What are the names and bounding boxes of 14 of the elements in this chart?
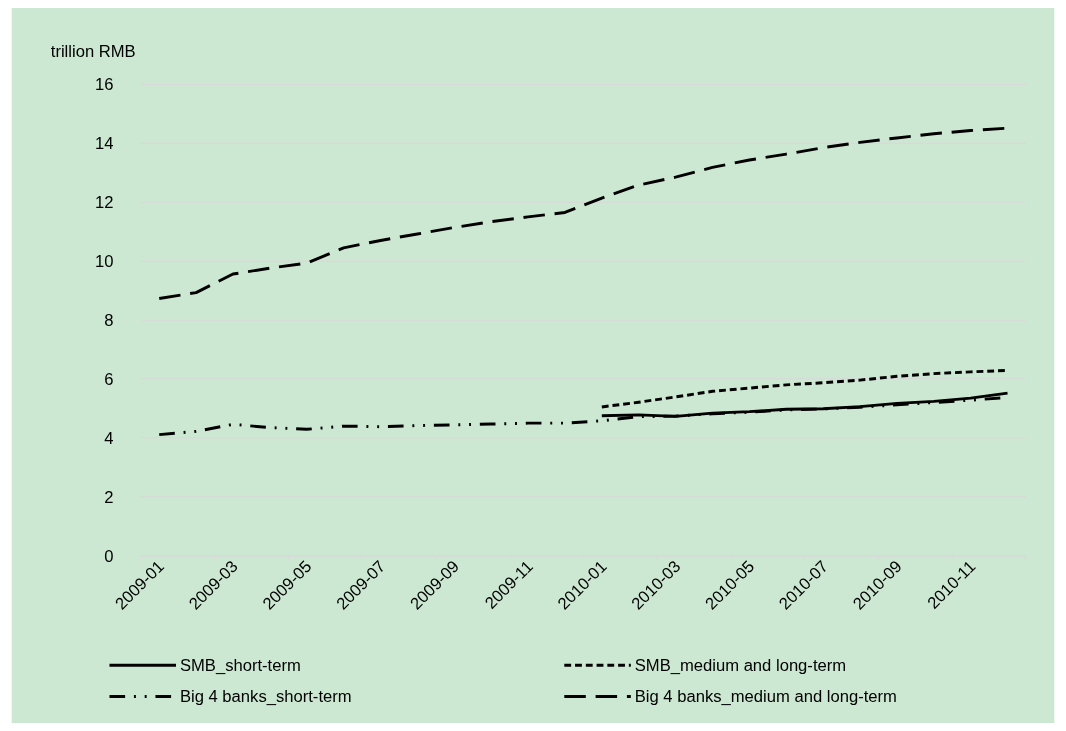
y-tick-label: 14 — [94, 134, 114, 154]
y-tick-label: 8 — [104, 310, 114, 330]
legend-label: Big 4 banks_short-term — [179, 687, 352, 707]
y-tick-label: 16 — [94, 75, 114, 95]
legend-label: Big 4 banks_medium and long-term — [634, 687, 897, 707]
y-tick-label: 0 — [104, 546, 114, 566]
y-tick-label: 2 — [104, 487, 114, 507]
legend-label: SMB_medium and long-term — [634, 656, 847, 676]
legend-label: SMB_short-term — [179, 656, 301, 676]
y-axis-title: trillion RMB — [50, 41, 136, 61]
y-tick-label: 10 — [94, 251, 114, 271]
y-tick-label: 6 — [104, 369, 114, 389]
y-tick-label: 12 — [94, 192, 114, 212]
y-tick-label: 4 — [104, 428, 114, 448]
